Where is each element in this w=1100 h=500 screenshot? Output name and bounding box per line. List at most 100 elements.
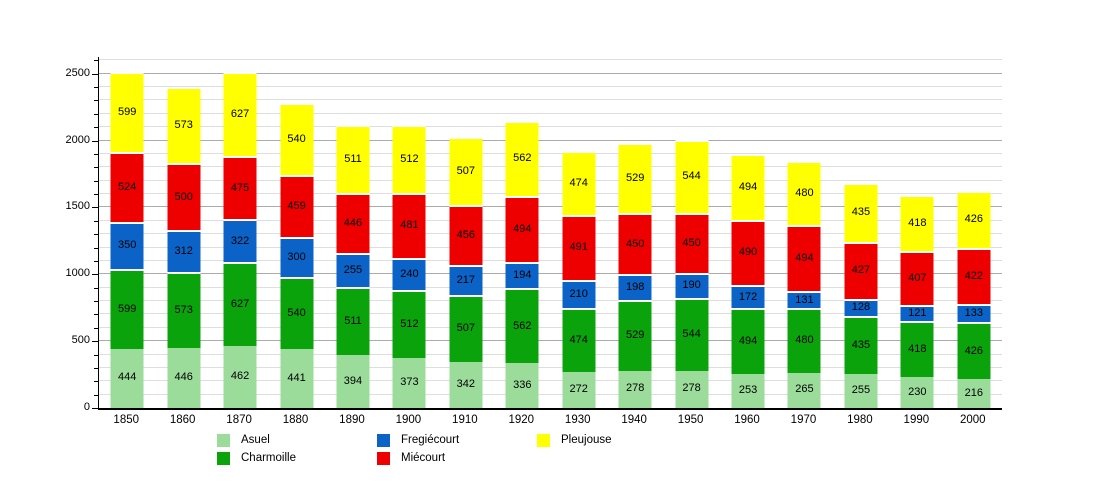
segment-asuel-1890: 394 bbox=[336, 355, 370, 408]
segment-asuel-1850: 444 bbox=[110, 348, 144, 408]
segment-value-label: 427 bbox=[851, 264, 871, 277]
segment-charmoille-1910: 507 bbox=[449, 294, 483, 363]
segment-miécourt-1850: 524 bbox=[110, 151, 144, 222]
bar-slot-1910: 507 456 217 507 342 bbox=[438, 57, 494, 408]
segment-value-label: 456 bbox=[456, 229, 476, 242]
bar-slot-1940: 529 450 198 529 278 bbox=[607, 57, 663, 408]
segment-asuel-1920: 336 bbox=[505, 363, 539, 408]
segment-asuel-1910: 342 bbox=[449, 362, 483, 408]
y-axis-tick bbox=[94, 234, 98, 236]
segment-value-label: 511 bbox=[344, 315, 362, 328]
segment-value-label: 342 bbox=[456, 378, 476, 391]
x-axis-label-1860: 1860 bbox=[169, 414, 196, 426]
major-gridline bbox=[99, 273, 1002, 275]
stacked-bar-1870: 627 475 322 627 462 bbox=[223, 57, 257, 408]
segment-value-label: 336 bbox=[513, 378, 532, 391]
y-axis-tick bbox=[92, 341, 98, 343]
segment-value-label: 480 bbox=[795, 334, 814, 347]
y-axis-label: 0 bbox=[83, 401, 90, 413]
segment-fregiécourt-1880: 300 bbox=[280, 236, 314, 277]
minor-gridline bbox=[99, 300, 1002, 302]
segment-miécourt-1960: 490 bbox=[731, 219, 765, 286]
segment-pleujouse-1880: 540 bbox=[280, 103, 314, 176]
segment-pleujouse-1870: 627 bbox=[223, 72, 257, 156]
segment-value-label: 435 bbox=[851, 338, 871, 351]
segment-value-label: 512 bbox=[400, 317, 419, 330]
segment-pleujouse-1920: 562 bbox=[505, 120, 539, 196]
segment-charmoille-1930: 474 bbox=[562, 308, 596, 372]
stacked-bar-1950: 544 450 190 544 278 bbox=[675, 57, 709, 408]
segment-value-label: 474 bbox=[569, 176, 588, 189]
stacked-bar-1850: 599 524 350 599 444 bbox=[110, 57, 144, 408]
segment-charmoille-1900: 512 bbox=[392, 289, 426, 359]
segment-value-label: 217 bbox=[456, 274, 476, 287]
segment-charmoille-1970: 480 bbox=[787, 308, 821, 373]
segment-pleujouse-1980: 435 bbox=[844, 183, 878, 242]
segment-value-label: 240 bbox=[400, 267, 419, 280]
y-axis-tick bbox=[92, 408, 98, 409]
segment-miécourt-1950: 450 bbox=[675, 212, 709, 273]
x-axis-label-2000: 2000 bbox=[959, 414, 986, 426]
segment-miécourt-1890: 446 bbox=[336, 193, 370, 253]
y-axis-tick bbox=[94, 167, 98, 169]
major-gridline bbox=[99, 139, 1002, 141]
x-axis-label-1950: 1950 bbox=[677, 414, 704, 426]
segment-value-label: 230 bbox=[908, 385, 927, 398]
y-axis-tick bbox=[94, 314, 98, 316]
minor-gridline bbox=[99, 112, 1002, 114]
segment-value-label: 446 bbox=[343, 217, 363, 230]
legend-swatch-icon bbox=[217, 451, 230, 465]
segment-charmoille-1890: 511 bbox=[336, 287, 370, 356]
x-axis-label-1900: 1900 bbox=[395, 414, 422, 426]
y-axis-label: 2500 bbox=[65, 66, 90, 79]
y-axis-tick bbox=[92, 140, 98, 142]
y-axis-tick bbox=[94, 127, 98, 129]
minor-gridline bbox=[99, 126, 1002, 128]
segment-miécourt-1970: 494 bbox=[787, 224, 821, 291]
segment-asuel-1880: 441 bbox=[280, 349, 314, 408]
segment-charmoille-1850: 599 bbox=[110, 268, 144, 349]
segment-value-label: 450 bbox=[682, 236, 701, 249]
bar-slot-1950: 544 450 190 544 278 bbox=[663, 57, 719, 408]
segment-fregiécourt-1890: 255 bbox=[336, 252, 370, 288]
legend-swatch-icon bbox=[377, 433, 390, 447]
minor-gridline bbox=[99, 313, 1002, 315]
y-axis-tick bbox=[94, 194, 98, 196]
segment-value-label: 446 bbox=[174, 371, 193, 384]
minor-gridline bbox=[99, 152, 1002, 154]
segment-pleujouse-1890: 511 bbox=[336, 124, 370, 194]
segment-value-label: 394 bbox=[343, 374, 363, 387]
y-axis-tick bbox=[94, 247, 98, 249]
segment-miécourt-1980: 427 bbox=[844, 241, 878, 299]
segment-value-label: 529 bbox=[625, 329, 645, 342]
segment-value-label: 562 bbox=[513, 152, 532, 165]
segment-pleujouse-2000: 426 bbox=[957, 191, 991, 248]
segment-pleujouse-1950: 544 bbox=[675, 139, 709, 213]
segment-value-label: 524 bbox=[118, 180, 137, 193]
segment-value-label: 278 bbox=[682, 382, 701, 395]
segment-fregiécourt-1970: 131 bbox=[787, 290, 821, 309]
bar-slot-1900: 512 481 240 512 373 bbox=[381, 57, 437, 408]
segment-value-label: 128 bbox=[851, 301, 871, 314]
legend-label: Charmoille bbox=[241, 451, 296, 464]
segment-value-label: 172 bbox=[738, 290, 758, 303]
minor-gridline bbox=[99, 86, 1002, 88]
stacked-bar-1910: 507 456 217 507 342 bbox=[449, 57, 483, 408]
bar-slot-1930: 474 491 210 474 272 bbox=[551, 57, 607, 408]
segment-value-label: 133 bbox=[964, 307, 983, 320]
segment-value-label: 507 bbox=[456, 164, 476, 177]
y-axis-tick bbox=[94, 354, 98, 356]
segment-value-label: 350 bbox=[118, 239, 137, 252]
minor-gridline bbox=[99, 219, 1002, 221]
segment-value-label: 544 bbox=[682, 328, 701, 341]
segment-miécourt-1900: 481 bbox=[392, 193, 426, 258]
y-axis-label: 1500 bbox=[65, 200, 90, 213]
segment-value-label: 459 bbox=[287, 200, 306, 213]
segment-value-label: 216 bbox=[964, 386, 983, 399]
bar-slot-2000: 426 422 133 426 216 bbox=[946, 57, 1002, 408]
segment-asuel-1860: 446 bbox=[167, 348, 201, 408]
segment-asuel-1960: 253 bbox=[731, 374, 765, 408]
major-gridline bbox=[99, 72, 1002, 74]
bar-slot-1880: 540 459 300 540 441 bbox=[268, 57, 324, 408]
segment-value-label: 272 bbox=[569, 382, 588, 395]
